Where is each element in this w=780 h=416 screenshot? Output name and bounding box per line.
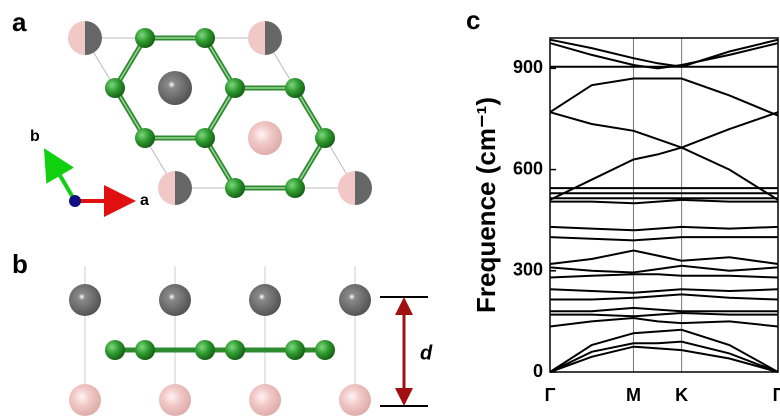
band-line [550, 294, 778, 299]
band-line [550, 313, 778, 316]
band-line [550, 148, 778, 200]
side-view: d [69, 266, 433, 416]
top-view: a b [30, 21, 372, 209]
band-line [550, 251, 778, 265]
y-tick-label: 300 [513, 260, 543, 280]
axis-label: a [140, 192, 149, 209]
y-tick-label: 900 [513, 57, 543, 77]
x-tick-label: K [675, 385, 688, 405]
x-tick-label: M [626, 385, 641, 405]
band-line [550, 266, 778, 273]
band-line [550, 237, 778, 240]
axis-label: b [30, 128, 40, 145]
panel-label: c [466, 5, 480, 35]
band-line [550, 342, 778, 372]
panel-label: b [12, 249, 28, 279]
band-line [550, 200, 778, 203]
band-line [550, 308, 778, 311]
y-tick-label: 600 [513, 158, 543, 178]
figure: a b c a b [0, 0, 780, 416]
y-axis-label: Frequence (cm⁻¹) [471, 97, 501, 313]
band-line [550, 330, 778, 372]
y-tick-label: 0 [533, 361, 543, 381]
band-line [550, 79, 778, 116]
band-line [550, 318, 778, 327]
band-line [550, 274, 778, 277]
band-line [550, 289, 778, 292]
panel-label: a [12, 7, 27, 37]
x-tick-label: Γ [545, 385, 556, 405]
x-tick-label: Γ [773, 385, 780, 405]
band-line [550, 227, 778, 230]
distance-label: d [420, 342, 433, 364]
band-line [550, 112, 778, 147]
